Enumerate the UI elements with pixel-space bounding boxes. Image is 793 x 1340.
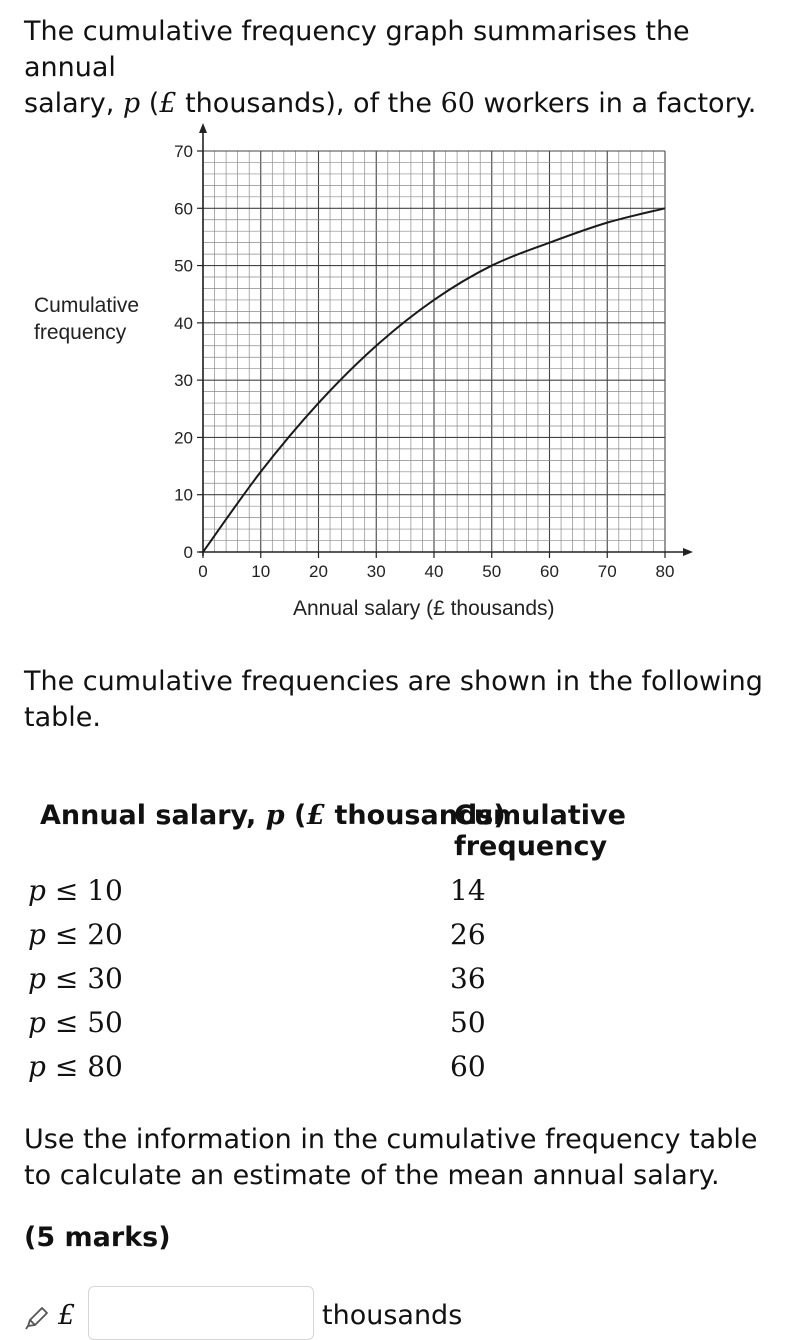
- header-a-pre: Annual salary,: [40, 800, 266, 831]
- x-tick-label: 10: [251, 562, 270, 581]
- cumulative-frequency-cell: 50: [450, 1006, 486, 1039]
- table-header: Annual salary, p (£ thousands) Cumulativ…: [24, 800, 769, 862]
- y-axis-label-line-1: Cumulative: [34, 294, 140, 317]
- x-axis-label: Annual salary (£ thousands): [293, 597, 555, 620]
- row-symbol: ≤: [45, 1006, 88, 1039]
- x-tick-label: 70: [598, 562, 617, 581]
- intro-text-c: workers in a factory.: [474, 88, 757, 119]
- answer-row: £ thousands: [24, 1286, 769, 1340]
- chart-axes: [199, 123, 693, 556]
- answer-input[interactable]: [88, 1286, 314, 1340]
- row-variable: p: [28, 918, 46, 951]
- salary-bound-cell: p ≤ 50: [28, 1006, 123, 1039]
- chart-svg: 0 10 20 30 40 50 60 70 80 0 10 20 30 40 50 60 70: [174, 123, 693, 581]
- row-symbol: ≤: [45, 962, 88, 995]
- row-bound: 20: [87, 918, 123, 951]
- row-bound: 30: [87, 962, 123, 995]
- y-tick-label: 40: [174, 314, 193, 333]
- row-variable: p: [28, 1050, 46, 1083]
- salary-bound-cell: p ≤ 10: [28, 874, 123, 907]
- header-a-open: (: [284, 800, 307, 831]
- x-tick-label: 20: [309, 562, 328, 581]
- y-tick-label: 60: [174, 199, 193, 218]
- row-variable: p: [28, 962, 46, 995]
- task-text: Use the information in the cumulative fr…: [24, 1124, 758, 1191]
- table-row: p ≤ 20 26: [24, 918, 769, 962]
- x-tick-label: 60: [540, 562, 559, 581]
- table-intro: The cumulative frequencies are shown in …: [24, 666, 763, 733]
- intro-text-a: salary,: [24, 88, 123, 119]
- y-tick-label: 10: [174, 486, 193, 505]
- pencil-icon: [24, 1306, 50, 1334]
- cumulative-frequency-cell: 26: [450, 918, 486, 951]
- y-tick-label: 20: [174, 428, 193, 447]
- row-symbol: ≤: [45, 874, 88, 907]
- y-axis-label: Cumulative frequency: [34, 292, 139, 346]
- y-tick-label: 30: [174, 371, 193, 390]
- y-axis-arrow: [199, 123, 207, 133]
- table-row: p ≤ 80 60: [24, 1050, 769, 1094]
- row-bound: 50: [87, 1006, 123, 1039]
- row-variable: p: [28, 1006, 46, 1039]
- intro-text-b: thousands), of the: [176, 88, 441, 119]
- question-intro: The cumulative frequency graph summarise…: [24, 14, 769, 122]
- table-row: p ≤ 10 14: [24, 874, 769, 918]
- intro-pound: £: [159, 88, 177, 119]
- x-axis-arrow: [683, 548, 693, 556]
- table-row: p ≤ 50 50: [24, 1006, 769, 1050]
- x-tick-label: 40: [425, 562, 444, 581]
- y-tick-label: 0: [184, 543, 193, 562]
- table-row: p ≤ 30 36: [24, 962, 769, 1006]
- x-tick-label: 30: [367, 562, 386, 581]
- y-tick-label: 70: [174, 142, 193, 161]
- salary-bound-cell: p ≤ 80: [28, 1050, 123, 1083]
- header-a-pound: £: [306, 800, 326, 831]
- intro-line-1: The cumulative frequency graph summarise…: [24, 16, 690, 83]
- intro-count: 60: [440, 88, 475, 119]
- row-bound: 10: [87, 874, 123, 907]
- row-bound: 80: [87, 1050, 123, 1083]
- cumulative-frequency-curve: [202, 207, 666, 553]
- header-annual-salary: Annual salary, p (£ thousands): [40, 800, 506, 831]
- answer-unit: thousands: [322, 1300, 463, 1331]
- table-body: p ≤ 10 14 p ≤ 20 26 p ≤ 30 36 p ≤ 50 50 …: [24, 874, 769, 1094]
- cumulative-frequency-cell: 14: [450, 874, 486, 907]
- y-axis-label-line-2: frequency: [34, 321, 127, 344]
- marks-label: (5 marks): [24, 1222, 171, 1253]
- x-tick-label: 0: [198, 562, 207, 581]
- header-cumulative-frequency: Cumulative frequency: [454, 800, 626, 862]
- row-variable: p: [28, 874, 46, 907]
- chart-grid: [202, 150, 666, 553]
- salary-bound-cell: p ≤ 20: [28, 918, 123, 951]
- y-tick-label: 50: [174, 257, 193, 276]
- cumulative-frequency-cell: 36: [450, 962, 486, 995]
- x-tick-label: 50: [482, 562, 501, 581]
- intro-variable: p: [122, 88, 141, 119]
- chart-series: [202, 207, 666, 553]
- cumulative-frequency-table: Annual salary, p (£ thousands) Cumulativ…: [24, 800, 769, 1083]
- currency-symbol: £: [58, 1300, 76, 1331]
- cumulative-frequency-graph: 0 10 20 30 40 50 60 70 80 0 10 20 30 40 50 60 70 Cumulat…: [0, 110, 793, 640]
- header-a-post: thousands): [325, 800, 506, 831]
- intro-open-paren: (: [140, 88, 160, 119]
- chart-ticks: 0 10 20 30 40 50 60 70 80 0 10 20 30 40 50 60 70: [174, 142, 674, 581]
- salary-bound-cell: p ≤ 30: [28, 962, 123, 995]
- row-symbol: ≤: [45, 918, 88, 951]
- cumulative-frequency-cell: 60: [450, 1050, 486, 1083]
- x-tick-label: 80: [656, 562, 675, 581]
- header-a-var: p: [265, 800, 285, 831]
- row-symbol: ≤: [45, 1050, 88, 1083]
